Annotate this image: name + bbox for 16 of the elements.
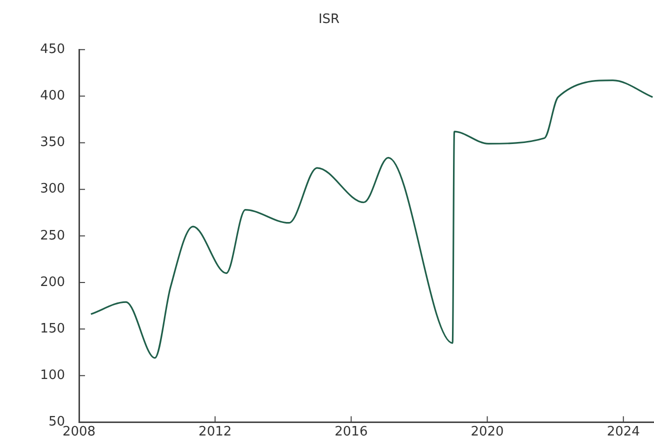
y-tick-label: 400 (40, 88, 65, 104)
chart-title: ISR (318, 12, 340, 28)
y-tick-label: 300 (40, 182, 65, 197)
y-tick-label: 450 (40, 42, 65, 57)
line-series (90, 80, 654, 359)
x-tick-label: 2012 (198, 424, 232, 440)
y-tick-label: 50 (48, 414, 65, 430)
y-tick-label: 150 (40, 321, 65, 336)
x-tick-label: 2016 (334, 424, 368, 440)
x-tick-label: 2024 (606, 424, 640, 440)
x-tick-label: 2008 (62, 424, 96, 440)
x-tick-label: 2020 (470, 424, 504, 440)
y-tick-label: 100 (40, 368, 65, 383)
y-tick-label: 350 (40, 135, 65, 150)
y-tick-label: 200 (40, 274, 65, 290)
y-tick-label: 250 (40, 228, 65, 244)
